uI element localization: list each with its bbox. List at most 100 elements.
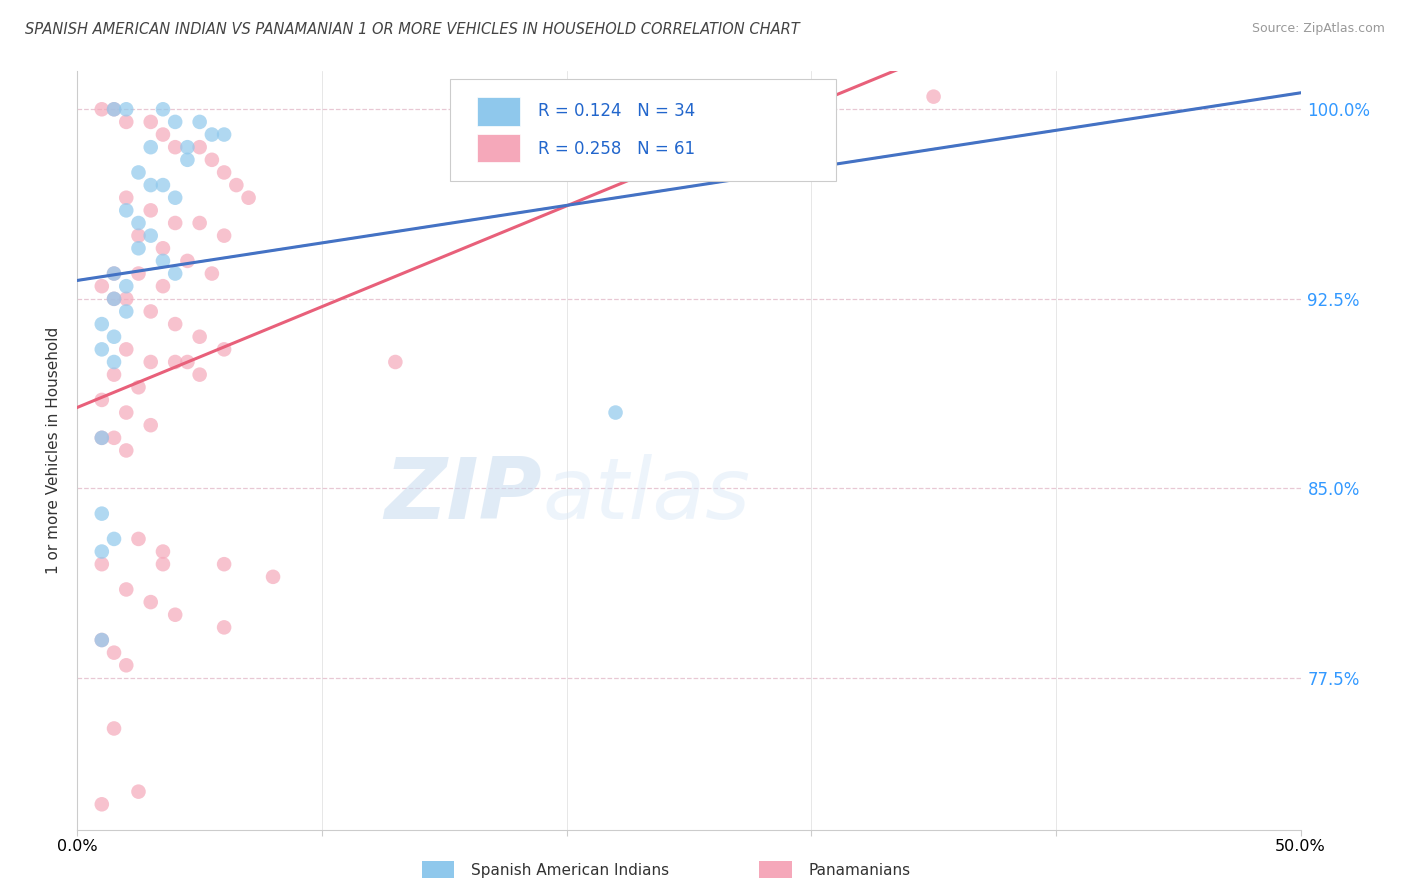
Point bbox=[152, 128, 174, 142]
Point bbox=[115, 443, 138, 458]
Point bbox=[128, 228, 150, 243]
Point bbox=[922, 89, 945, 103]
Point bbox=[128, 267, 150, 281]
Point bbox=[128, 532, 150, 546]
Point bbox=[128, 165, 150, 179]
Point bbox=[115, 343, 138, 357]
Point bbox=[176, 140, 198, 154]
Point bbox=[165, 355, 187, 369]
Point bbox=[165, 607, 187, 622]
Point bbox=[103, 267, 125, 281]
Point bbox=[188, 115, 211, 129]
Point bbox=[165, 216, 187, 230]
Point bbox=[212, 128, 235, 142]
Point bbox=[152, 102, 174, 116]
Point bbox=[139, 115, 162, 129]
Point bbox=[90, 797, 112, 812]
Point bbox=[115, 203, 138, 218]
Point bbox=[90, 431, 112, 445]
FancyBboxPatch shape bbox=[477, 97, 520, 126]
Point bbox=[212, 165, 235, 179]
Point bbox=[103, 368, 125, 382]
Point bbox=[139, 203, 162, 218]
Point bbox=[152, 557, 174, 572]
Point bbox=[115, 292, 138, 306]
Point bbox=[165, 115, 187, 129]
Point bbox=[152, 279, 174, 293]
Point bbox=[165, 140, 187, 154]
Point bbox=[238, 191, 260, 205]
Point bbox=[90, 343, 112, 357]
Point bbox=[90, 633, 112, 648]
Point bbox=[605, 406, 627, 420]
Point bbox=[103, 292, 125, 306]
Point bbox=[152, 544, 174, 558]
Point bbox=[262, 570, 284, 584]
Point bbox=[201, 267, 224, 281]
Point bbox=[90, 557, 112, 572]
Point bbox=[212, 620, 235, 634]
Point bbox=[90, 317, 112, 331]
Text: Panamanians: Panamanians bbox=[808, 863, 911, 878]
Point bbox=[139, 178, 162, 193]
Text: R = 0.258   N = 61: R = 0.258 N = 61 bbox=[538, 140, 696, 158]
Point bbox=[103, 267, 125, 281]
Text: R = 0.124   N = 34: R = 0.124 N = 34 bbox=[538, 102, 696, 120]
FancyBboxPatch shape bbox=[450, 79, 835, 181]
Point bbox=[152, 241, 174, 255]
Point bbox=[201, 128, 224, 142]
Point bbox=[115, 658, 138, 673]
Point bbox=[115, 582, 138, 597]
Point bbox=[212, 228, 235, 243]
Text: SPANISH AMERICAN INDIAN VS PANAMANIAN 1 OR MORE VEHICLES IN HOUSEHOLD CORRELATIO: SPANISH AMERICAN INDIAN VS PANAMANIAN 1 … bbox=[25, 22, 800, 37]
Text: Source: ZipAtlas.com: Source: ZipAtlas.com bbox=[1251, 22, 1385, 36]
Point bbox=[225, 178, 247, 193]
Point bbox=[139, 355, 162, 369]
Point bbox=[90, 102, 112, 116]
Point bbox=[188, 216, 211, 230]
Point bbox=[103, 646, 125, 660]
Point bbox=[128, 241, 150, 255]
Point bbox=[188, 368, 211, 382]
Point bbox=[90, 633, 112, 648]
Point bbox=[188, 330, 211, 344]
Point bbox=[128, 380, 150, 394]
Point bbox=[212, 557, 235, 572]
Point bbox=[201, 153, 224, 167]
Point bbox=[152, 178, 174, 193]
Text: Spanish American Indians: Spanish American Indians bbox=[471, 863, 669, 878]
Text: ZIP: ZIP bbox=[384, 454, 543, 538]
Point bbox=[139, 228, 162, 243]
Point bbox=[128, 216, 150, 230]
Point bbox=[115, 406, 138, 420]
Text: atlas: atlas bbox=[543, 454, 751, 538]
Point bbox=[103, 532, 125, 546]
Point bbox=[165, 317, 187, 331]
Point bbox=[115, 102, 138, 116]
Point bbox=[384, 355, 406, 369]
Point bbox=[103, 102, 125, 116]
Y-axis label: 1 or more Vehicles in Household: 1 or more Vehicles in Household bbox=[46, 326, 62, 574]
Point bbox=[103, 431, 125, 445]
Point bbox=[212, 343, 235, 357]
Point bbox=[128, 784, 150, 798]
Point bbox=[139, 418, 162, 433]
Point bbox=[115, 191, 138, 205]
Point bbox=[139, 304, 162, 318]
Point bbox=[103, 102, 125, 116]
Point bbox=[139, 595, 162, 609]
Point bbox=[165, 191, 187, 205]
Point bbox=[176, 355, 198, 369]
Point bbox=[139, 140, 162, 154]
Point bbox=[90, 431, 112, 445]
Point bbox=[90, 544, 112, 558]
Point bbox=[115, 115, 138, 129]
Point bbox=[165, 267, 187, 281]
Point bbox=[103, 355, 125, 369]
Point bbox=[115, 304, 138, 318]
Point bbox=[90, 279, 112, 293]
Point bbox=[103, 292, 125, 306]
Point bbox=[103, 330, 125, 344]
Point bbox=[176, 253, 198, 268]
Point bbox=[115, 279, 138, 293]
